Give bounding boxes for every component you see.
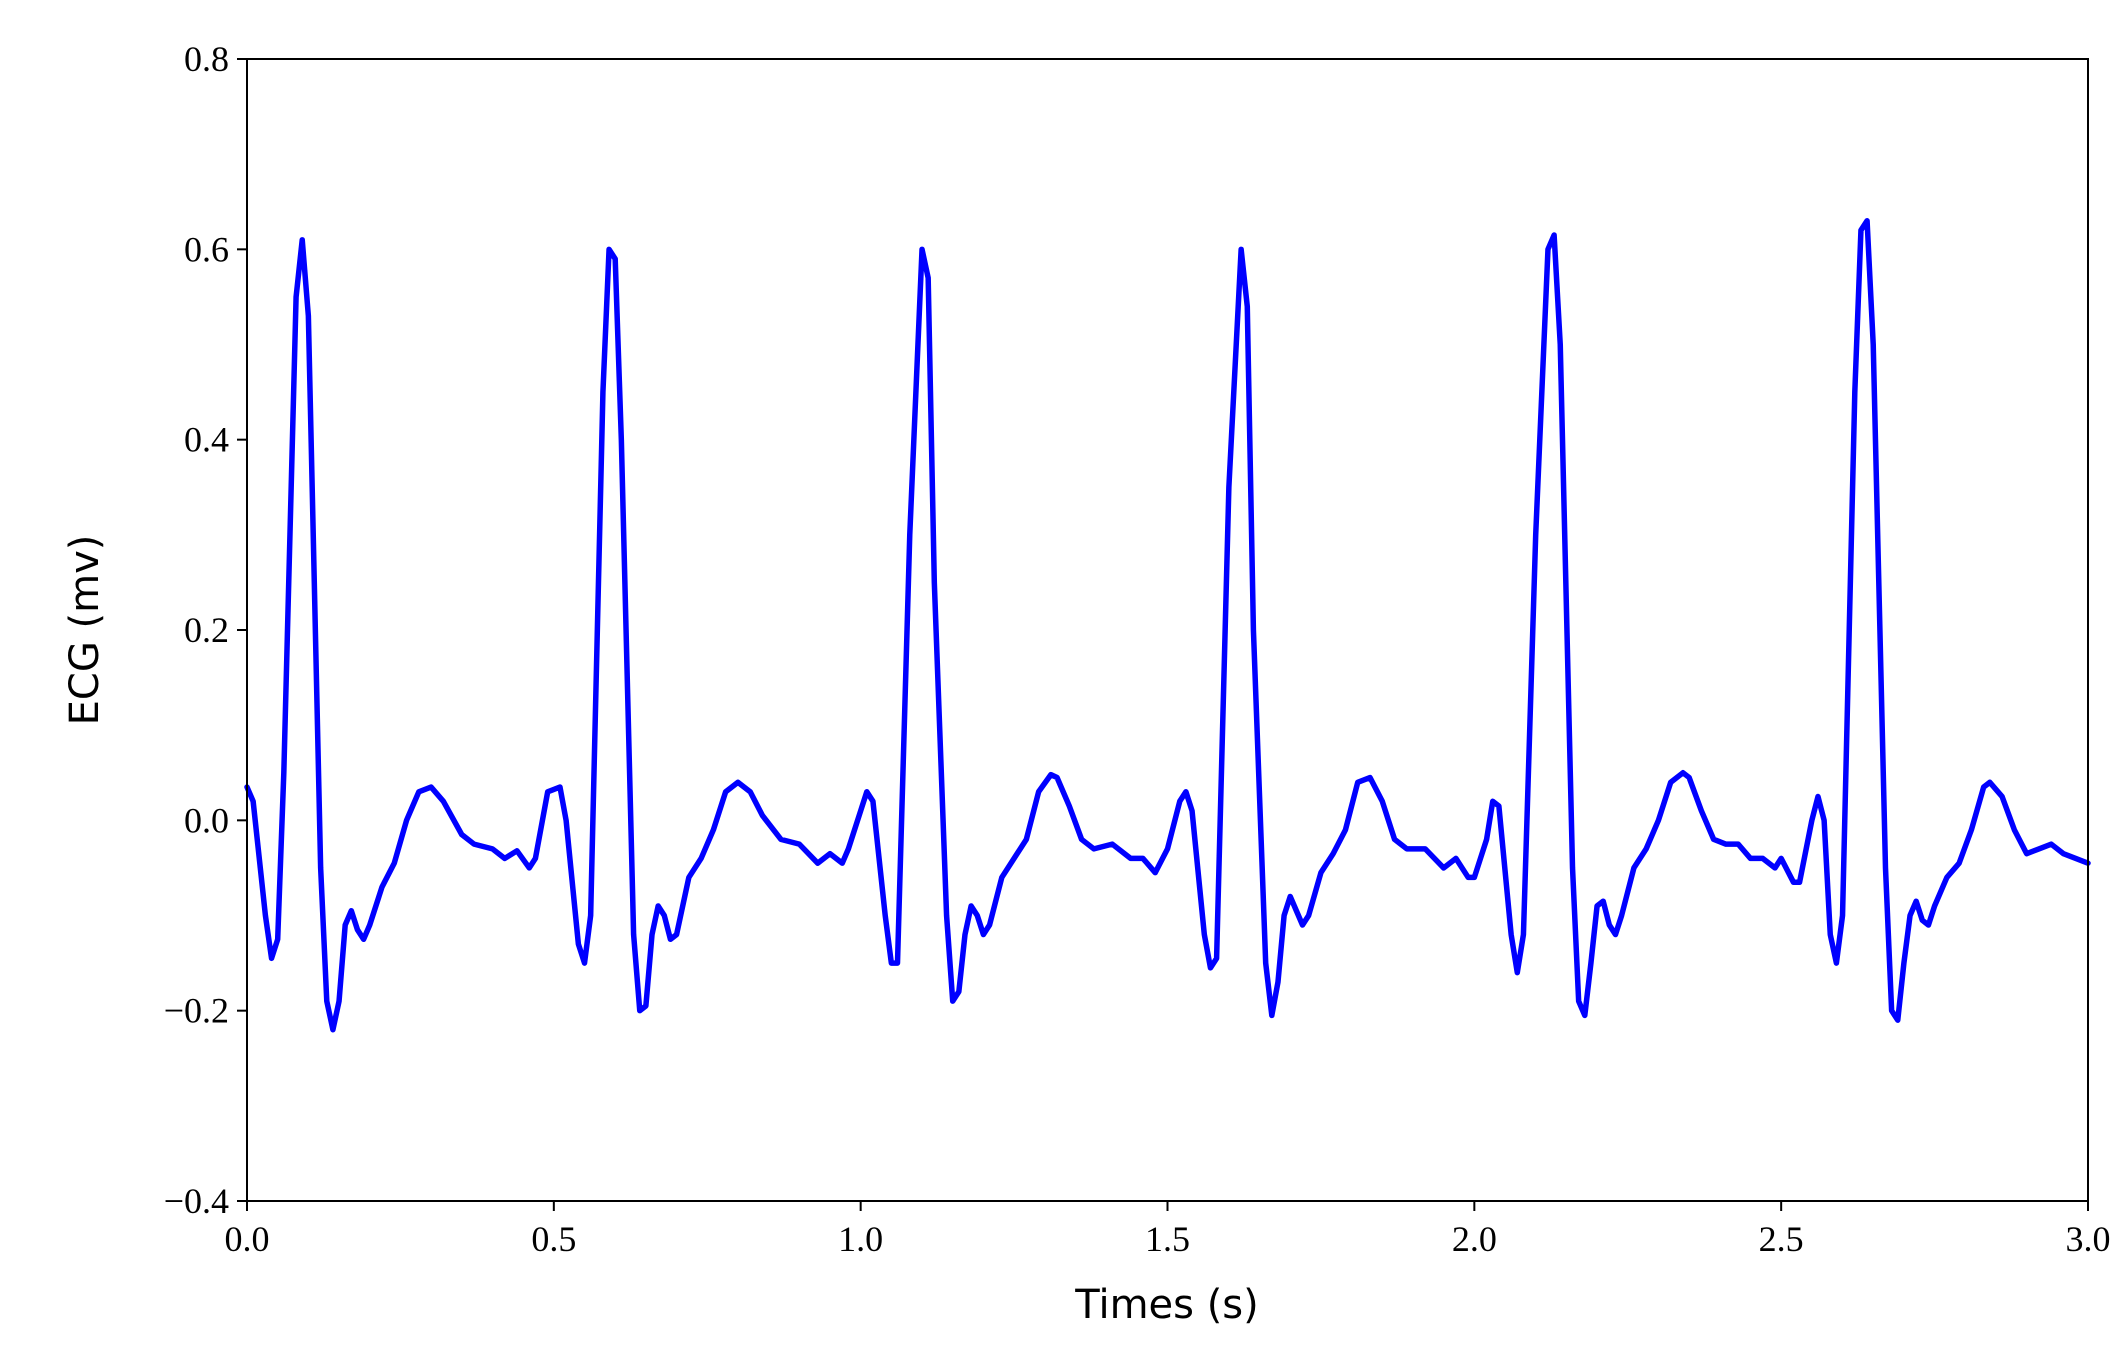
- x-tick-label: 2.0: [1452, 1219, 1497, 1259]
- ecg-line: [244, 218, 2091, 1033]
- plot-frame: [246, 58, 2089, 1202]
- x-tick-label: 0.5: [531, 1219, 576, 1259]
- x-tick-label: 2.5: [1759, 1219, 1804, 1259]
- y-tick-label: 0.4: [184, 420, 229, 460]
- y-tick-label: 0.8: [184, 39, 229, 79]
- x-tick-label: 0.0: [225, 1219, 270, 1259]
- y-tick-label: 0.6: [184, 229, 229, 269]
- y-tick-label: 0.2: [184, 610, 229, 650]
- x-tick-label: 3.0: [2066, 1219, 2111, 1259]
- x-tick-label: 1.0: [838, 1219, 883, 1259]
- y-tick-label: 0.0: [184, 800, 229, 840]
- y-tick-label: −0.2: [164, 991, 229, 1031]
- x-axis-label: Times (s): [1074, 1282, 1259, 1328]
- y-axis-label: ECG (mv): [62, 535, 108, 726]
- y-tick-label: −0.4: [164, 1181, 229, 1221]
- x-tick-label: 1.5: [1145, 1219, 1190, 1259]
